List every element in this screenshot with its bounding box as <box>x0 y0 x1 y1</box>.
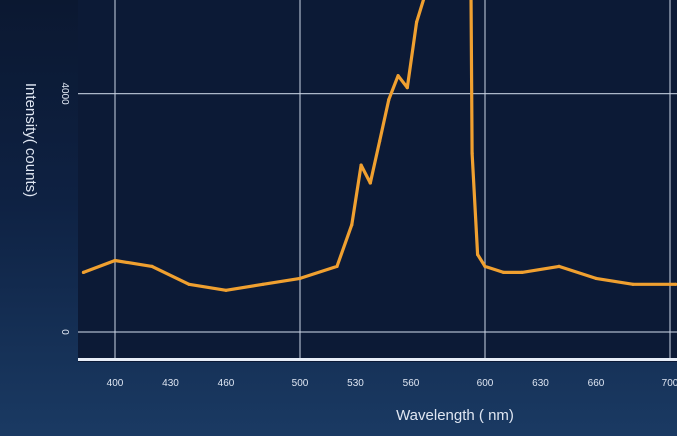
x-tick-label-700: 700 <box>662 378 677 389</box>
series-point <box>631 282 635 286</box>
x-tick-label-560: 560 <box>403 378 420 389</box>
series-point <box>557 264 561 268</box>
x-tick-label-460: 460 <box>218 378 235 389</box>
series-point <box>520 270 524 274</box>
series-point <box>674 282 677 286</box>
series-point <box>335 264 339 268</box>
series-point <box>470 151 474 155</box>
x-axis-label: Wavelength ( nm) <box>396 407 514 424</box>
y-tick-label-4000: 4000 <box>59 82 70 105</box>
series-point <box>476 252 480 257</box>
x-axis-baseline <box>78 358 677 361</box>
series-point <box>396 74 400 78</box>
series-point <box>359 163 363 167</box>
series-point <box>81 270 86 274</box>
series-point <box>594 276 598 280</box>
y-tick-label-0: 0 <box>59 329 70 335</box>
series-point <box>668 282 672 286</box>
series-point <box>501 270 506 274</box>
series-point <box>415 20 419 24</box>
series-point <box>224 288 228 292</box>
grid-layer <box>78 0 677 358</box>
x-tick-label-600: 600 <box>477 378 494 389</box>
series-point <box>298 276 302 280</box>
series-point <box>378 139 382 143</box>
series-point <box>387 98 391 102</box>
x-tick-label-660: 660 <box>588 378 605 389</box>
series-point <box>113 258 117 263</box>
x-tick-label-630: 630 <box>532 378 549 389</box>
series-point <box>150 264 154 268</box>
x-tick-label-530: 530 <box>347 378 364 389</box>
series-point <box>350 223 354 227</box>
x-tick-label-430: 430 <box>162 378 179 389</box>
x-tick-label-500: 500 <box>292 378 309 389</box>
tick-layer: 4004304605005305606006306607000400010000… <box>59 82 677 389</box>
series-point <box>483 264 487 268</box>
series-point <box>405 86 409 90</box>
series-point <box>187 282 191 286</box>
series-line-0 <box>81 0 677 292</box>
x-tick-label-400: 400 <box>107 378 124 389</box>
y-axis-label: Intensity( counts) <box>22 83 39 197</box>
series-point <box>261 282 265 286</box>
series-point <box>368 181 372 185</box>
plot-area-background <box>78 0 677 362</box>
line-layer <box>81 0 677 292</box>
